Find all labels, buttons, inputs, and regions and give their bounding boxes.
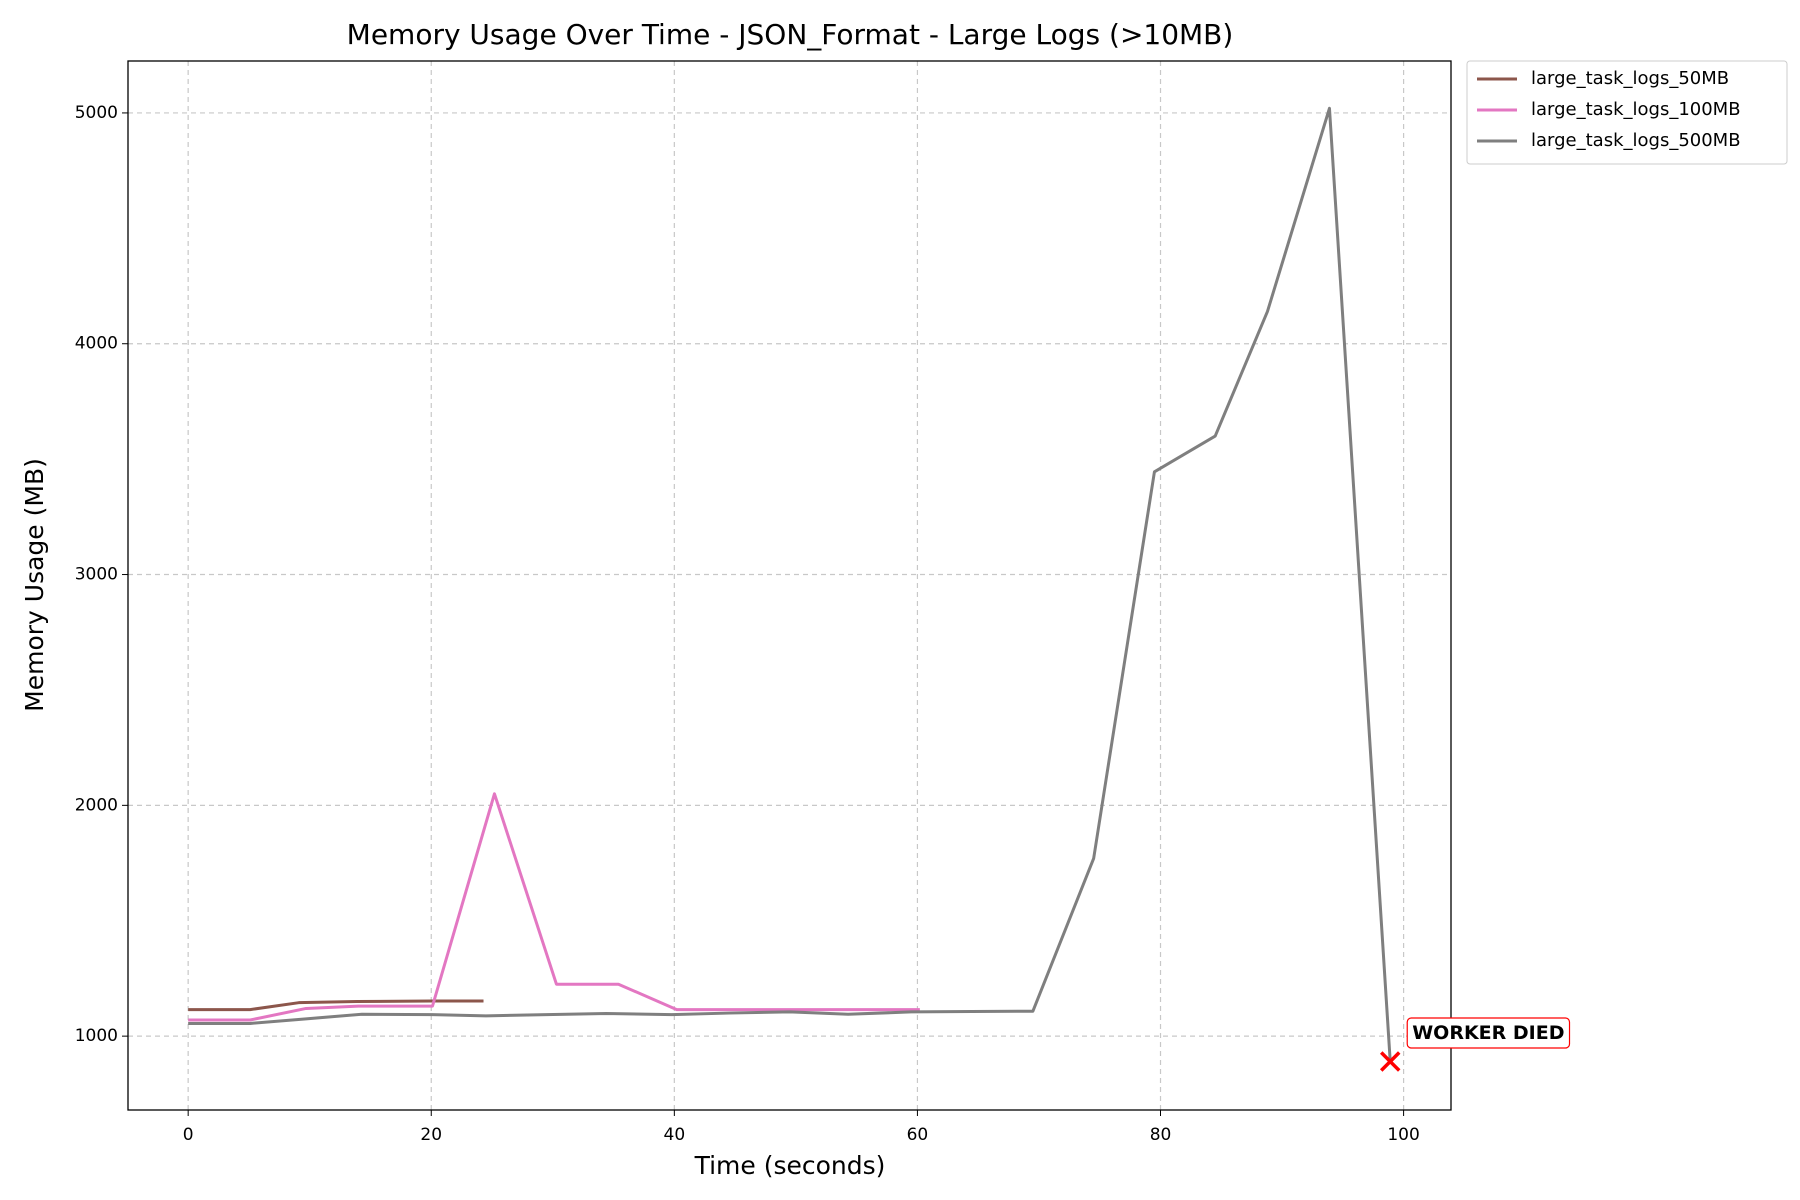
death-marker [1379, 1051, 1401, 1072]
y-tick-label: 1000 [75, 1026, 118, 1046]
annotation-label: WORKER DIED [1412, 1022, 1564, 1044]
x-axis-label: Time (seconds) [694, 1151, 886, 1180]
plot-frame [127, 60, 1452, 1111]
x-tick-label: 100 [1387, 1125, 1419, 1145]
y-tick-label: 3000 [75, 565, 118, 585]
x-tick-label: 80 [1150, 1125, 1172, 1145]
legend-box [1466, 60, 1788, 165]
legend-label: large_task_logs_100MB [1531, 99, 1741, 120]
series-line [188, 106, 1392, 1062]
annotation-box [1406, 1017, 1571, 1049]
y-tick-label: 4000 [75, 334, 118, 354]
legend-label: large_task_logs_500MB [1531, 130, 1741, 151]
x-tick-label: 0 [183, 1125, 194, 1145]
x-tick-label: 40 [664, 1125, 686, 1145]
y-tick-label: 2000 [75, 795, 118, 815]
x-tick-label: 60 [907, 1125, 929, 1145]
y-axis-label: Memory Usage (MB) [20, 458, 49, 712]
series-line [188, 792, 920, 1022]
y-tick-label: 5000 [75, 103, 118, 123]
legend-label: large_task_logs_50MB [1531, 68, 1729, 89]
x-tick-label: 20 [420, 1125, 442, 1145]
chart-title: Memory Usage Over Time - JSON_Format - L… [347, 18, 1234, 51]
series-line [188, 999, 484, 1012]
